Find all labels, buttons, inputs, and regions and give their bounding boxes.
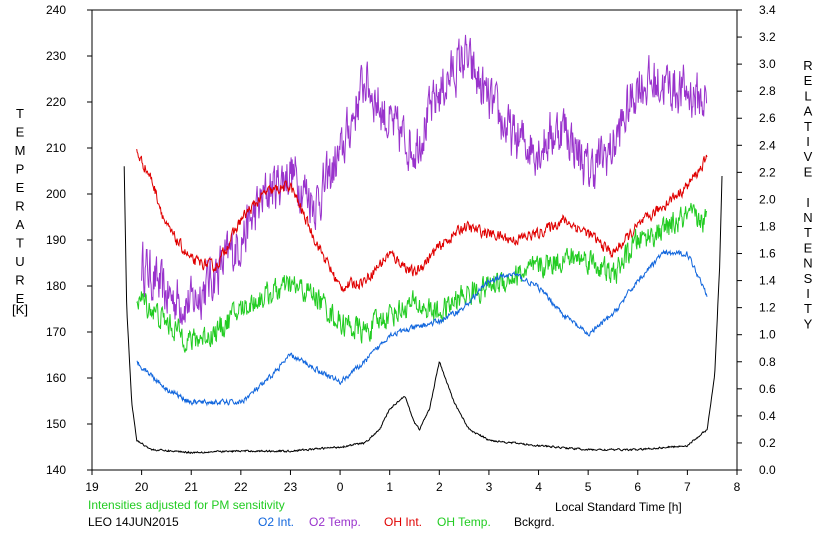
y-left-tick-label: 170	[46, 325, 66, 339]
y-left-title-letter: R	[15, 273, 24, 288]
y-right-title-letter: A	[804, 104, 813, 119]
y-left-title-letter: E	[16, 125, 25, 140]
x-axis-title: Local Standard Time [h]	[555, 500, 682, 514]
axis-labels: 19 20 21 22 23 0 1 2 3 4 5 6 7 8140150160170180190200…	[12, 3, 813, 494]
legend-oh-int: OH Int.	[384, 515, 423, 529]
y-right-title-letter: N	[803, 210, 812, 225]
y-right-title-letter: V	[804, 149, 813, 164]
y-right-tick-label: 1.4	[759, 274, 776, 288]
y-left-title-letter: R	[15, 199, 24, 214]
x-tick-label: 5	[585, 480, 592, 494]
y-left-tick-label: 180	[46, 279, 66, 293]
y-left-tick-label: 200	[46, 187, 66, 201]
y-right-tick-label: 1.8	[759, 219, 776, 233]
x-tick-label: 2	[436, 480, 443, 494]
y-right-tick-label: 3.0	[759, 57, 776, 71]
legend-o2-int: O2 Int.	[258, 515, 295, 529]
y-left-tick-label: 150	[46, 417, 66, 431]
y-right-tick-label: 1.6	[759, 247, 776, 261]
y-right-tick-label: 3.4	[759, 3, 776, 17]
y-left-title-letter: T	[16, 106, 24, 121]
y-right-tick-label: 0.4	[759, 409, 776, 423]
y-right-tick-label: 0.0	[759, 463, 776, 477]
x-tick-label: 21	[185, 480, 199, 494]
y-left-title-letter: E	[16, 180, 25, 195]
legend-o2-temp: O2 Temp.	[309, 515, 361, 529]
x-tick-label: 23	[284, 480, 298, 494]
y-right-tick-label: 1.2	[759, 301, 776, 315]
y-right-tick-label: 2.0	[759, 192, 776, 206]
x-tick-label: 4	[535, 480, 542, 494]
y-right-title-letter: E	[804, 73, 813, 88]
y-right-title-letter: L	[804, 88, 811, 103]
y-right-title-letter: T	[804, 119, 812, 134]
y-right-tick-label: 2.2	[759, 165, 776, 179]
y-right-tick-label: 2.6	[759, 111, 776, 125]
y-right-title-letter: I	[806, 286, 810, 301]
y-left-tick-label: 140	[46, 463, 66, 477]
y-left-tick-label: 240	[46, 3, 66, 17]
y-left-tick-label: 220	[46, 95, 66, 109]
y-right-tick-label: 0.6	[759, 382, 776, 396]
y-left-tick-label: 160	[46, 371, 66, 385]
y-left-tick-label: 210	[46, 141, 66, 155]
y-left-unit: [K]	[12, 302, 28, 317]
y-right-title-letter: T	[804, 301, 812, 316]
x-tick-label: 20	[135, 480, 149, 494]
y-right-title-letter: T	[804, 225, 812, 240]
y-right-title-letter: S	[804, 271, 813, 286]
x-tick-label: 1	[386, 480, 393, 494]
series-o2-temp	[141, 34, 708, 325]
y-right-title-letter: E	[804, 240, 813, 255]
y-left-title-letter: U	[15, 254, 24, 269]
series-o2-int	[136, 249, 708, 407]
y-left-title-letter: M	[15, 143, 26, 158]
axis-ticks	[87, 9, 742, 475]
y-right-title-letter: R	[803, 58, 812, 73]
x-tick-label: 0	[337, 480, 344, 494]
station-date: LEO 14JUN2015	[88, 515, 179, 529]
y-right-tick-label: 1.0	[759, 328, 776, 342]
series-oh-temp	[136, 202, 708, 353]
legend-oh-temp: OH Temp.	[437, 515, 491, 529]
y-right-tick-label: 2.8	[759, 84, 776, 98]
y-right-tick-label: 3.2	[759, 30, 776, 44]
series-layer	[123, 34, 723, 455]
y-right-title-letter: I	[806, 195, 810, 210]
x-tick-label: 6	[634, 480, 641, 494]
y-left-tick-label: 230	[46, 49, 66, 63]
y-left-title-letter: P	[16, 162, 25, 177]
y-right-tick-label: 0.8	[759, 355, 776, 369]
y-left-title-letter: T	[16, 236, 24, 251]
series-bckgrd	[123, 166, 723, 455]
y-right-tick-label: 0.2	[759, 436, 776, 450]
series-oh-int	[136, 149, 708, 293]
y-right-title-letter: E	[804, 164, 813, 179]
y-left-title-letter: A	[16, 217, 25, 232]
y-right-title-letter: N	[803, 256, 812, 271]
x-tick-label: 7	[684, 480, 691, 494]
y-left-tick-label: 190	[46, 233, 66, 247]
x-tick-label: 22	[234, 480, 248, 494]
legend-bckgrd: Bckgrd.	[514, 515, 555, 529]
y-right-title-letter: I	[806, 134, 810, 149]
x-tick-label: 8	[734, 480, 741, 494]
x-tick-label: 19	[85, 480, 99, 494]
y-right-title-letter: Y	[804, 316, 813, 331]
y-left-title-letter: E	[16, 291, 25, 306]
sensitivity-note: Intensities adjusted for PM sensitivity	[88, 498, 285, 512]
x-tick-label: 3	[486, 480, 493, 494]
y-right-tick-label: 2.4	[759, 138, 776, 152]
